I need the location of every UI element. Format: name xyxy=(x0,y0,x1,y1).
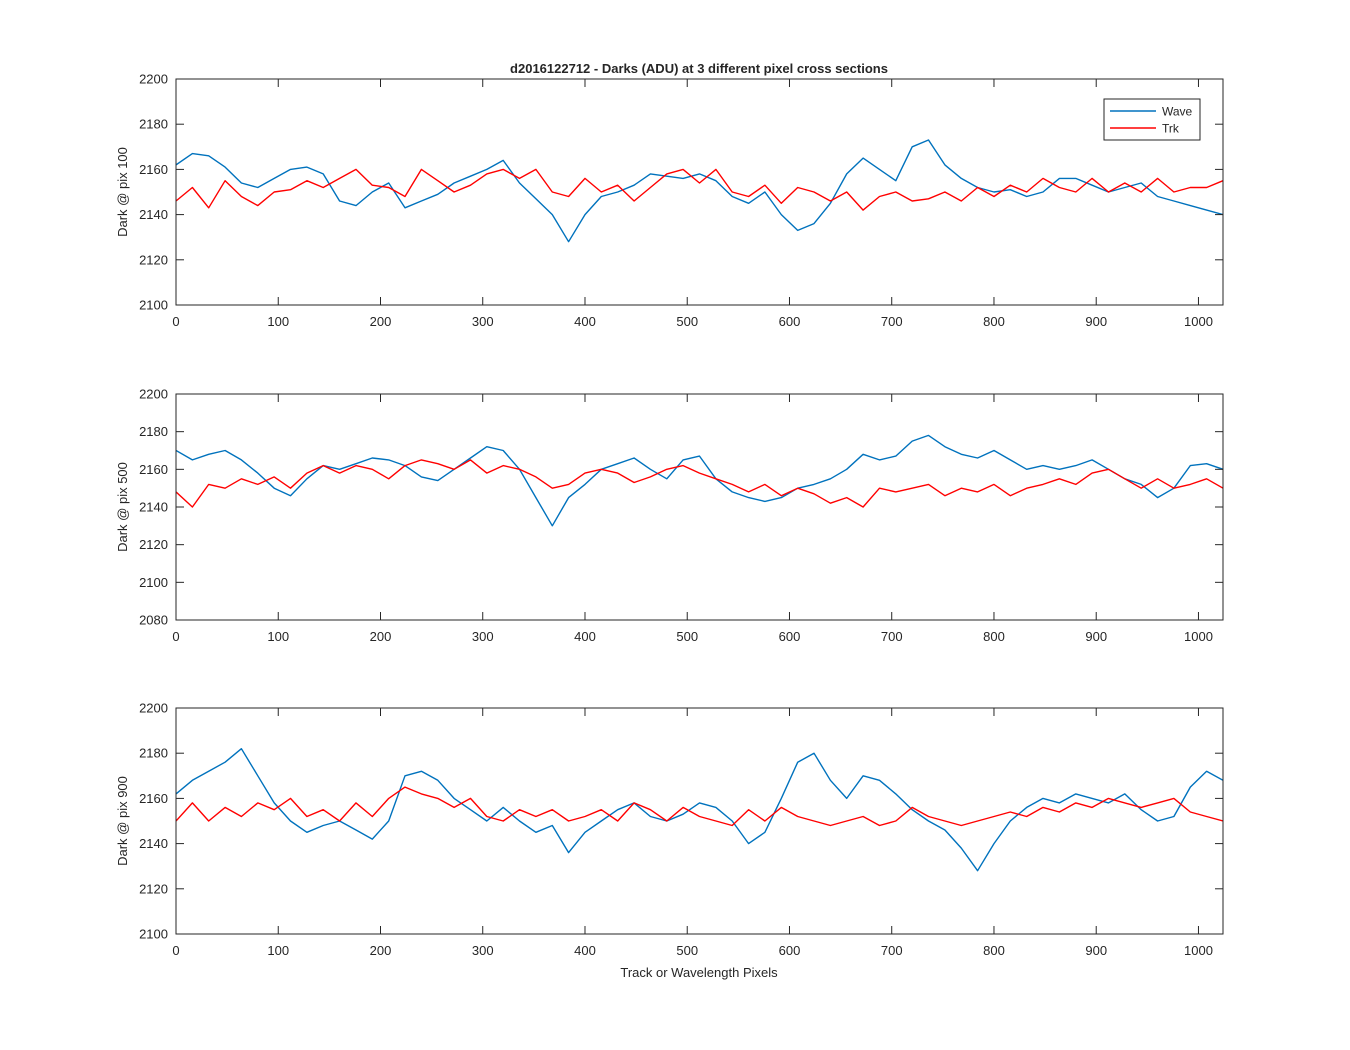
x-axis-label: Track or Wavelength Pixels xyxy=(620,965,778,980)
axes-box xyxy=(175,707,1224,935)
series-group xyxy=(176,139,1223,243)
y-tick-label: 2180 xyxy=(139,746,168,761)
x-tick-label: 700 xyxy=(881,629,903,644)
x-tick-label: 300 xyxy=(472,314,494,329)
series-line-trk xyxy=(176,786,1223,827)
y-tick-label: 2140 xyxy=(139,207,168,222)
axes-panel-2: 0 100 200 300 400 500 600 700 800 900 1000 2080 2100… xyxy=(115,387,1224,644)
y-tick-label: 2180 xyxy=(139,424,168,439)
x-tick-label: 900 xyxy=(1085,629,1107,644)
series-line-trk xyxy=(176,459,1223,508)
y-tick-label: 2140 xyxy=(139,836,168,851)
legend-label-trk: Trk xyxy=(1162,122,1180,136)
x-tick-label: 1000 xyxy=(1184,629,1213,644)
series-group xyxy=(176,748,1223,872)
y-axis-label: Dark @ pix 500 xyxy=(115,462,130,552)
legend-box xyxy=(1103,98,1201,141)
x-tick-label: 800 xyxy=(983,629,1005,644)
y-tick-label: 2160 xyxy=(139,791,168,806)
axes-layer: 0 100 200 300 400 500 600 700 800 900 100021002120… xyxy=(115,72,1224,958)
x-tick-label: 0 xyxy=(172,943,179,958)
x-tick-label: 700 xyxy=(881,314,903,329)
x-tick-label: 0 xyxy=(172,629,179,644)
y-tick-label: 2120 xyxy=(139,252,168,267)
y-tick-label: 2200 xyxy=(139,701,168,716)
x-tick-label: 400 xyxy=(574,314,596,329)
x-tick-label: 0 xyxy=(172,314,179,329)
y-tick-label: 2120 xyxy=(139,537,168,552)
x-tick-label: 800 xyxy=(983,314,1005,329)
x-tick-label: 100 xyxy=(267,629,289,644)
y-tick-label: 2200 xyxy=(139,72,168,87)
series-group xyxy=(176,434,1223,527)
x-tick-label: 100 xyxy=(267,943,289,958)
legend: Wave Trk xyxy=(1103,98,1201,141)
series-line-wave xyxy=(176,434,1223,527)
series-line-trk xyxy=(176,168,1223,211)
y-tick-label: 2200 xyxy=(139,387,168,402)
series-line-wave xyxy=(176,748,1223,872)
x-tick-label: 500 xyxy=(676,943,698,958)
y-axis-label: Dark @ pix 900 xyxy=(115,776,130,866)
x-tick-label: 200 xyxy=(370,943,392,958)
y-axis-label: Dark @ pix 100 xyxy=(115,147,130,237)
series-line-wave xyxy=(176,139,1223,243)
axes-panel-1: 0 100 200 300 400 500 600 700 800 900 1000 2100 2120… xyxy=(115,72,1224,329)
x-tick-label: 800 xyxy=(983,943,1005,958)
x-tick-label: 900 xyxy=(1085,943,1107,958)
x-tick-label: 400 xyxy=(574,629,596,644)
y-tick-label: 2100 xyxy=(139,575,168,590)
x-tick-label: 500 xyxy=(676,629,698,644)
y-tick-label: 2080 xyxy=(139,613,168,628)
y-tick-label: 2160 xyxy=(139,462,168,477)
x-tick-label: 600 xyxy=(779,629,801,644)
y-tick-label: 2140 xyxy=(139,500,168,515)
x-tick-label: 300 xyxy=(472,629,494,644)
x-tick-label: 700 xyxy=(881,943,903,958)
x-tick-label: 200 xyxy=(370,629,392,644)
x-tick-label: 500 xyxy=(676,314,698,329)
axes-panel-3: 0 100 200 300 400 500 600 700 800 900 1000 2100 2120… xyxy=(115,701,1224,958)
y-tick-label: 2180 xyxy=(139,117,168,132)
x-tick-label: 200 xyxy=(370,314,392,329)
x-tick-label: 100 xyxy=(267,314,289,329)
x-tick-label: 400 xyxy=(574,943,596,958)
y-tick-label: 2100 xyxy=(139,298,168,313)
axes-box xyxy=(175,78,1224,306)
plot-area xyxy=(176,79,1223,305)
y-tick-label: 2100 xyxy=(139,927,168,942)
x-tick-label: 1000 xyxy=(1184,943,1213,958)
legend-label-wave: Wave xyxy=(1162,105,1193,119)
x-tick-label: 600 xyxy=(779,314,801,329)
y-tick-label: 2160 xyxy=(139,162,168,177)
plot-area xyxy=(176,394,1223,620)
y-tick-label: 2120 xyxy=(139,881,168,896)
x-tick-label: 300 xyxy=(472,943,494,958)
x-tick-label: 600 xyxy=(779,943,801,958)
x-tick-label: 1000 xyxy=(1184,314,1213,329)
plot-area xyxy=(176,708,1223,934)
x-tick-label: 900 xyxy=(1085,314,1107,329)
figure-title: d2016122712 - Darks (ADU) at 3 different… xyxy=(510,61,888,76)
